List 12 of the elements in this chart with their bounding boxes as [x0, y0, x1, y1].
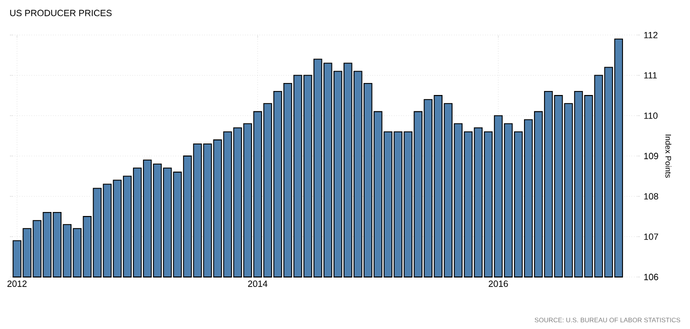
x-tick-label: 2016 — [488, 280, 508, 287]
x-tick-label: 2014 — [248, 280, 268, 287]
chart-title: US PRODUCER PRICES — [10, 10, 112, 16]
x-tick-label: 2012 — [7, 280, 27, 287]
y-tick-label: 111 — [644, 72, 657, 78]
y-tick-label: 109 — [644, 152, 658, 160]
y-tick-label: 112 — [644, 32, 658, 38]
y-tick-label: 106 — [644, 274, 658, 280]
y-tick-label: 107 — [644, 233, 658, 240]
y-axis-title: Index Points — [665, 134, 672, 178]
y-tick-label: 110 — [644, 112, 658, 119]
y-tick-label: 108 — [644, 193, 658, 200]
